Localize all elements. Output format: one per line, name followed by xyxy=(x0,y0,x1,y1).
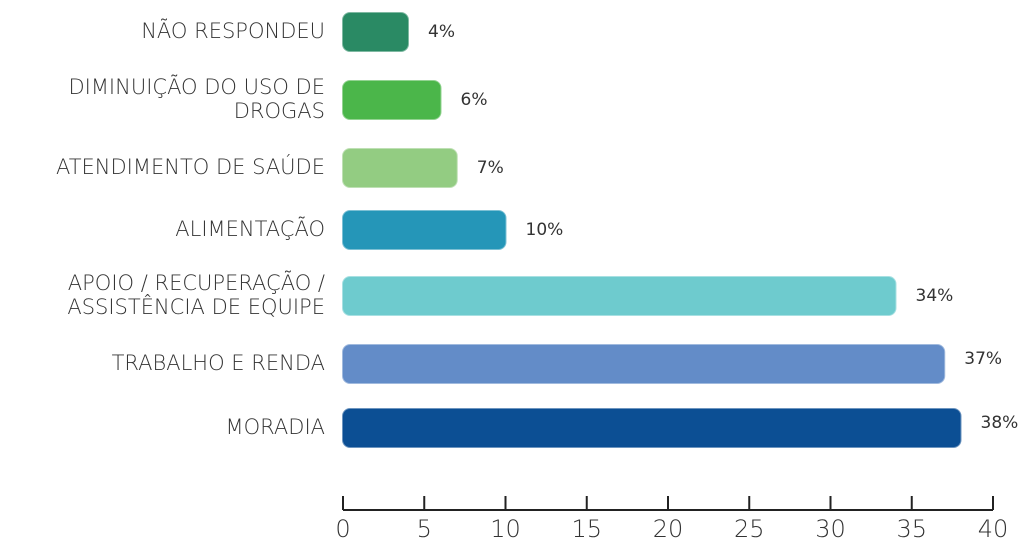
x-tick-label: 30 xyxy=(815,515,846,543)
x-tick-label: 15 xyxy=(571,515,602,543)
category-label: MORADIA xyxy=(226,415,325,439)
value-label: 34% xyxy=(916,286,954,306)
value-label: 7% xyxy=(477,158,504,178)
category-label: TRABALHO E RENDA xyxy=(112,351,325,375)
bar xyxy=(342,408,962,448)
category-label: ALIMENTAÇÃO xyxy=(175,216,325,241)
bar xyxy=(342,344,946,384)
x-tick-label: 40 xyxy=(978,515,1009,543)
x-tick-label: 35 xyxy=(896,515,927,543)
x-tick-label: 20 xyxy=(653,515,684,543)
value-label: 10% xyxy=(526,220,564,240)
category-label: APOIO / RECUPERAÇÃO / ASSISTÊNCIA DE EQUI… xyxy=(67,270,325,319)
category-label: DIMINUIÇÃO DO USO DE DROGAS xyxy=(68,74,325,123)
x-tick-label: 25 xyxy=(734,515,765,543)
bar xyxy=(342,80,442,120)
category-label: NÃO RESPONDEU xyxy=(141,18,325,43)
value-label: 4% xyxy=(428,22,455,42)
x-tick-label: 5 xyxy=(417,515,432,543)
bar xyxy=(342,210,507,250)
x-tick-label: 0 xyxy=(335,515,350,543)
value-label: 6% xyxy=(461,90,488,110)
bar xyxy=(342,12,409,52)
value-label: 37% xyxy=(964,349,1002,369)
bar xyxy=(342,148,458,188)
bar xyxy=(342,276,897,316)
x-tick-label: 10 xyxy=(490,515,521,543)
category-label: ATENDIMENTO DE SAÚDE xyxy=(56,154,325,179)
value-label: 38% xyxy=(981,413,1019,433)
